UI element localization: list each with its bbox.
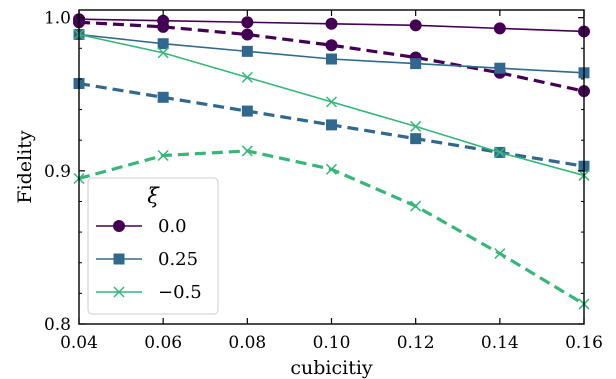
data-point-5-5: [494, 248, 506, 260]
data-point-4-5: [494, 146, 506, 158]
data-point-4-2: [241, 71, 253, 83]
y-tick-label-2: 1.0: [44, 9, 71, 29]
legend-label-2: −0.5: [158, 282, 202, 303]
x-tick-label-1: 0.06: [144, 333, 182, 353]
data-point-5-3: [325, 163, 338, 175]
data-point-3-2: [241, 105, 253, 117]
legend-entry-2: −0.5: [96, 282, 202, 303]
data-point-3-3: [326, 119, 337, 131]
legend: ξ 0.0 0.25 −0.5: [87, 177, 219, 315]
legend-label-0: 0.0: [158, 216, 187, 237]
legend-marker-2: [113, 286, 125, 298]
x-tick-label-0: 0.04: [60, 333, 98, 353]
legend-entry-0: 0.0: [96, 216, 187, 237]
data-point-5-1: [157, 149, 169, 162]
series-layer: [73, 13, 590, 310]
x-tick-label-6: 0.16: [565, 333, 603, 353]
legend-box: [87, 177, 219, 315]
legend-label-1: 0.25: [158, 249, 198, 270]
data-point-4-4: [410, 120, 422, 132]
x-tick-label-5: 0.14: [481, 333, 519, 353]
data-point-1-1: [157, 20, 170, 33]
x-tick-label-4: 0.12: [397, 333, 435, 353]
data-point-1-3: [325, 39, 338, 52]
data-point-0-2: [241, 16, 254, 29]
data-point-2-1: [157, 38, 169, 50]
x-tick-label-3: 0.10: [313, 333, 351, 353]
legend-title: ξ: [147, 184, 160, 208]
data-point-5-4: [410, 200, 422, 212]
data-point-4-1: [157, 47, 169, 59]
data-point-0-5: [493, 22, 506, 35]
legend-marker-1: [113, 253, 125, 265]
y-tick-label-1: 0.9: [44, 162, 71, 182]
data-point-5-2: [241, 145, 253, 157]
legend-marker-0: [113, 220, 125, 232]
y-tick-label-0: 0.8: [44, 315, 71, 335]
x-tick-label-2: 0.08: [228, 333, 266, 353]
y-axis-label: Fidelity: [14, 130, 36, 203]
data-point-0-4: [409, 19, 422, 32]
data-point-2-2: [241, 45, 253, 57]
series-2: [73, 29, 590, 79]
data-point-2-3: [326, 53, 337, 65]
ticks-layer: 0.04 0.06 0.08 0.10 0.12 0.14 0.16 0.8 0.9 1.0: [44, 9, 603, 353]
data-point-2-5: [494, 62, 506, 74]
data-point-2-4: [410, 58, 422, 70]
data-point-0-3: [325, 17, 338, 30]
data-point-4-3: [325, 96, 338, 108]
data-point-3-4: [410, 133, 422, 145]
legend-entries: 0.0 0.25 −0.5: [96, 216, 202, 303]
data-point-3-1: [157, 91, 169, 103]
x-axis-label: cubicitiy: [290, 357, 373, 379]
legend-entry-1: 0.25: [96, 249, 198, 270]
data-point-1-2: [241, 28, 254, 41]
